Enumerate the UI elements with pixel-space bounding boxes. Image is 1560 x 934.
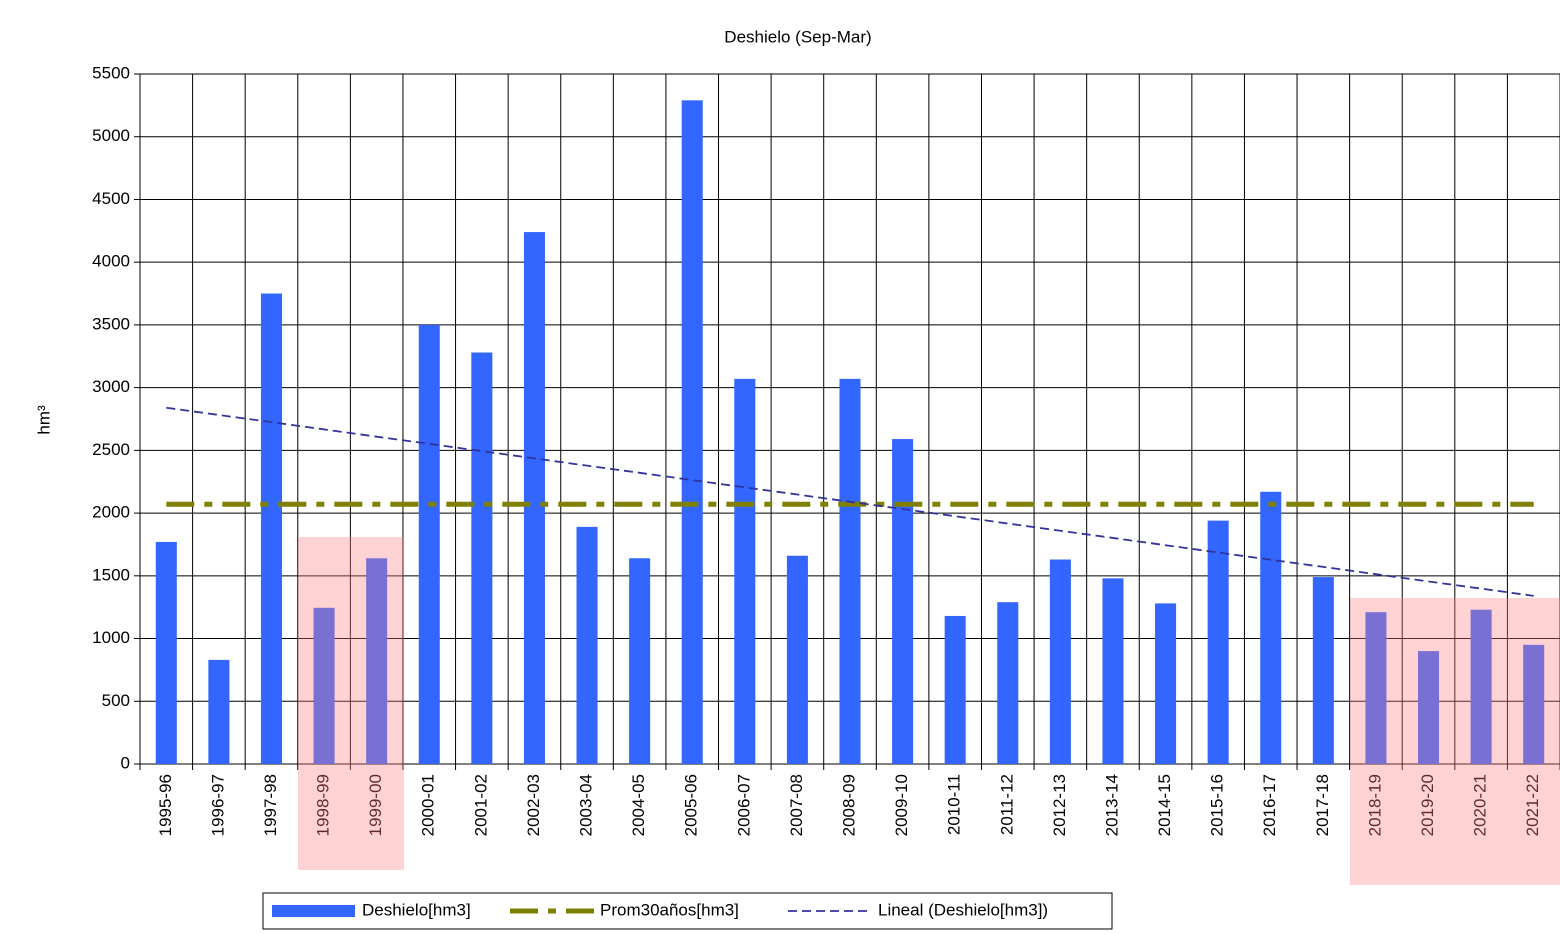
x-tick-label: 2000-01 [419,774,438,836]
x-tick-label: 2004-05 [629,774,648,836]
x-tick-label: 1996-97 [208,774,227,836]
bar [944,615,966,764]
bar [839,378,861,764]
bar [1365,612,1387,764]
y-tick-label: 5000 [92,126,130,145]
x-tick-label: 2010-11 [945,774,964,835]
bar [1155,603,1177,764]
bar [576,526,598,764]
bar [1523,644,1545,764]
bar [1207,520,1229,764]
x-tick-label: 2002-03 [524,774,543,836]
highlight-box [1350,598,1560,885]
bar [892,439,914,764]
chart-title: Deshielo (Sep-Mar) [724,27,871,46]
highlights [298,537,1560,885]
y-tick-label: 1000 [92,628,130,647]
legend-swatch [272,905,355,917]
legend-box [262,892,1113,930]
bar [313,607,335,764]
legend-label: Lineal (Deshielo[hm3]) [878,900,1048,919]
x-tick-label: 1995-96 [156,774,175,836]
bar [1312,577,1334,764]
bar [523,232,545,764]
legend-label: Deshielo[hm3] [362,900,471,919]
bar [1418,651,1440,764]
bar [1049,559,1071,764]
bar [260,293,282,764]
bar [734,378,756,764]
x-tick-label: 2021-22 [1523,774,1542,836]
x-tick-label: 2018-19 [1365,774,1384,836]
y-tick-label: 2000 [92,503,130,522]
highlight-box [298,537,404,870]
bar [629,558,651,764]
y-tick-label: 4000 [92,252,130,271]
bar [208,659,230,764]
x-tick-label: 2016-17 [1260,774,1279,836]
x-tick-label: 2001-02 [471,774,490,836]
y-tick-label: 3000 [92,377,130,396]
x-tick-label: 2019-20 [1418,774,1437,836]
bar [471,352,493,764]
y-tick-label: 500 [102,691,130,710]
y-tick-label: 0 [121,753,130,772]
plot: 0 500 1000 1500 2000 2500 3000 3500 4000 4500 5000… [92,63,1560,836]
x-tick-label: 2009-10 [892,774,911,836]
x-tick-label: 2020-21 [1471,774,1490,836]
x-tick-label: 2011-12 [997,774,1016,835]
line [166,406,1534,597]
x-tick-label: 2006-07 [734,774,753,836]
bar [418,324,440,764]
y-tick-label: 1500 [92,565,130,584]
x-tick-label: 2013-14 [1102,774,1121,836]
x-tick-label: 2017-18 [1313,774,1332,836]
y-tick-label: 3500 [92,314,130,333]
bar [1470,609,1492,764]
bar [155,541,177,764]
x-tick-label: 1997-98 [261,774,280,836]
bar [1102,578,1124,764]
x-tick-label: 1999-00 [366,774,385,836]
x-tick-label: 2012-13 [1050,774,1069,836]
x-tick-label: 1998-99 [314,774,333,836]
x-tick-label: 2015-16 [1208,774,1227,836]
y-tick-label: 5500 [92,63,130,82]
legend-label: Prom30años[hm3] [600,900,739,919]
bar [1260,491,1282,764]
x-tick-label: 2014-15 [1155,774,1174,836]
legend: Deshielo[hm3] Prom30años[hm3] Lineal (Desh… [272,900,1048,919]
bar [681,100,703,764]
x-tick-label: 2005-06 [682,774,701,836]
x-tick-label: 2008-09 [839,774,858,836]
x-tick-label: 2003-04 [577,774,596,836]
y-tick-label: 2500 [92,440,130,459]
bar [366,558,388,764]
bar [786,555,808,764]
y-axis-label: hm³ [34,405,53,435]
bar [997,602,1019,764]
x-tick-label: 2007-08 [787,774,806,836]
y-tick-label: 4500 [92,189,130,208]
